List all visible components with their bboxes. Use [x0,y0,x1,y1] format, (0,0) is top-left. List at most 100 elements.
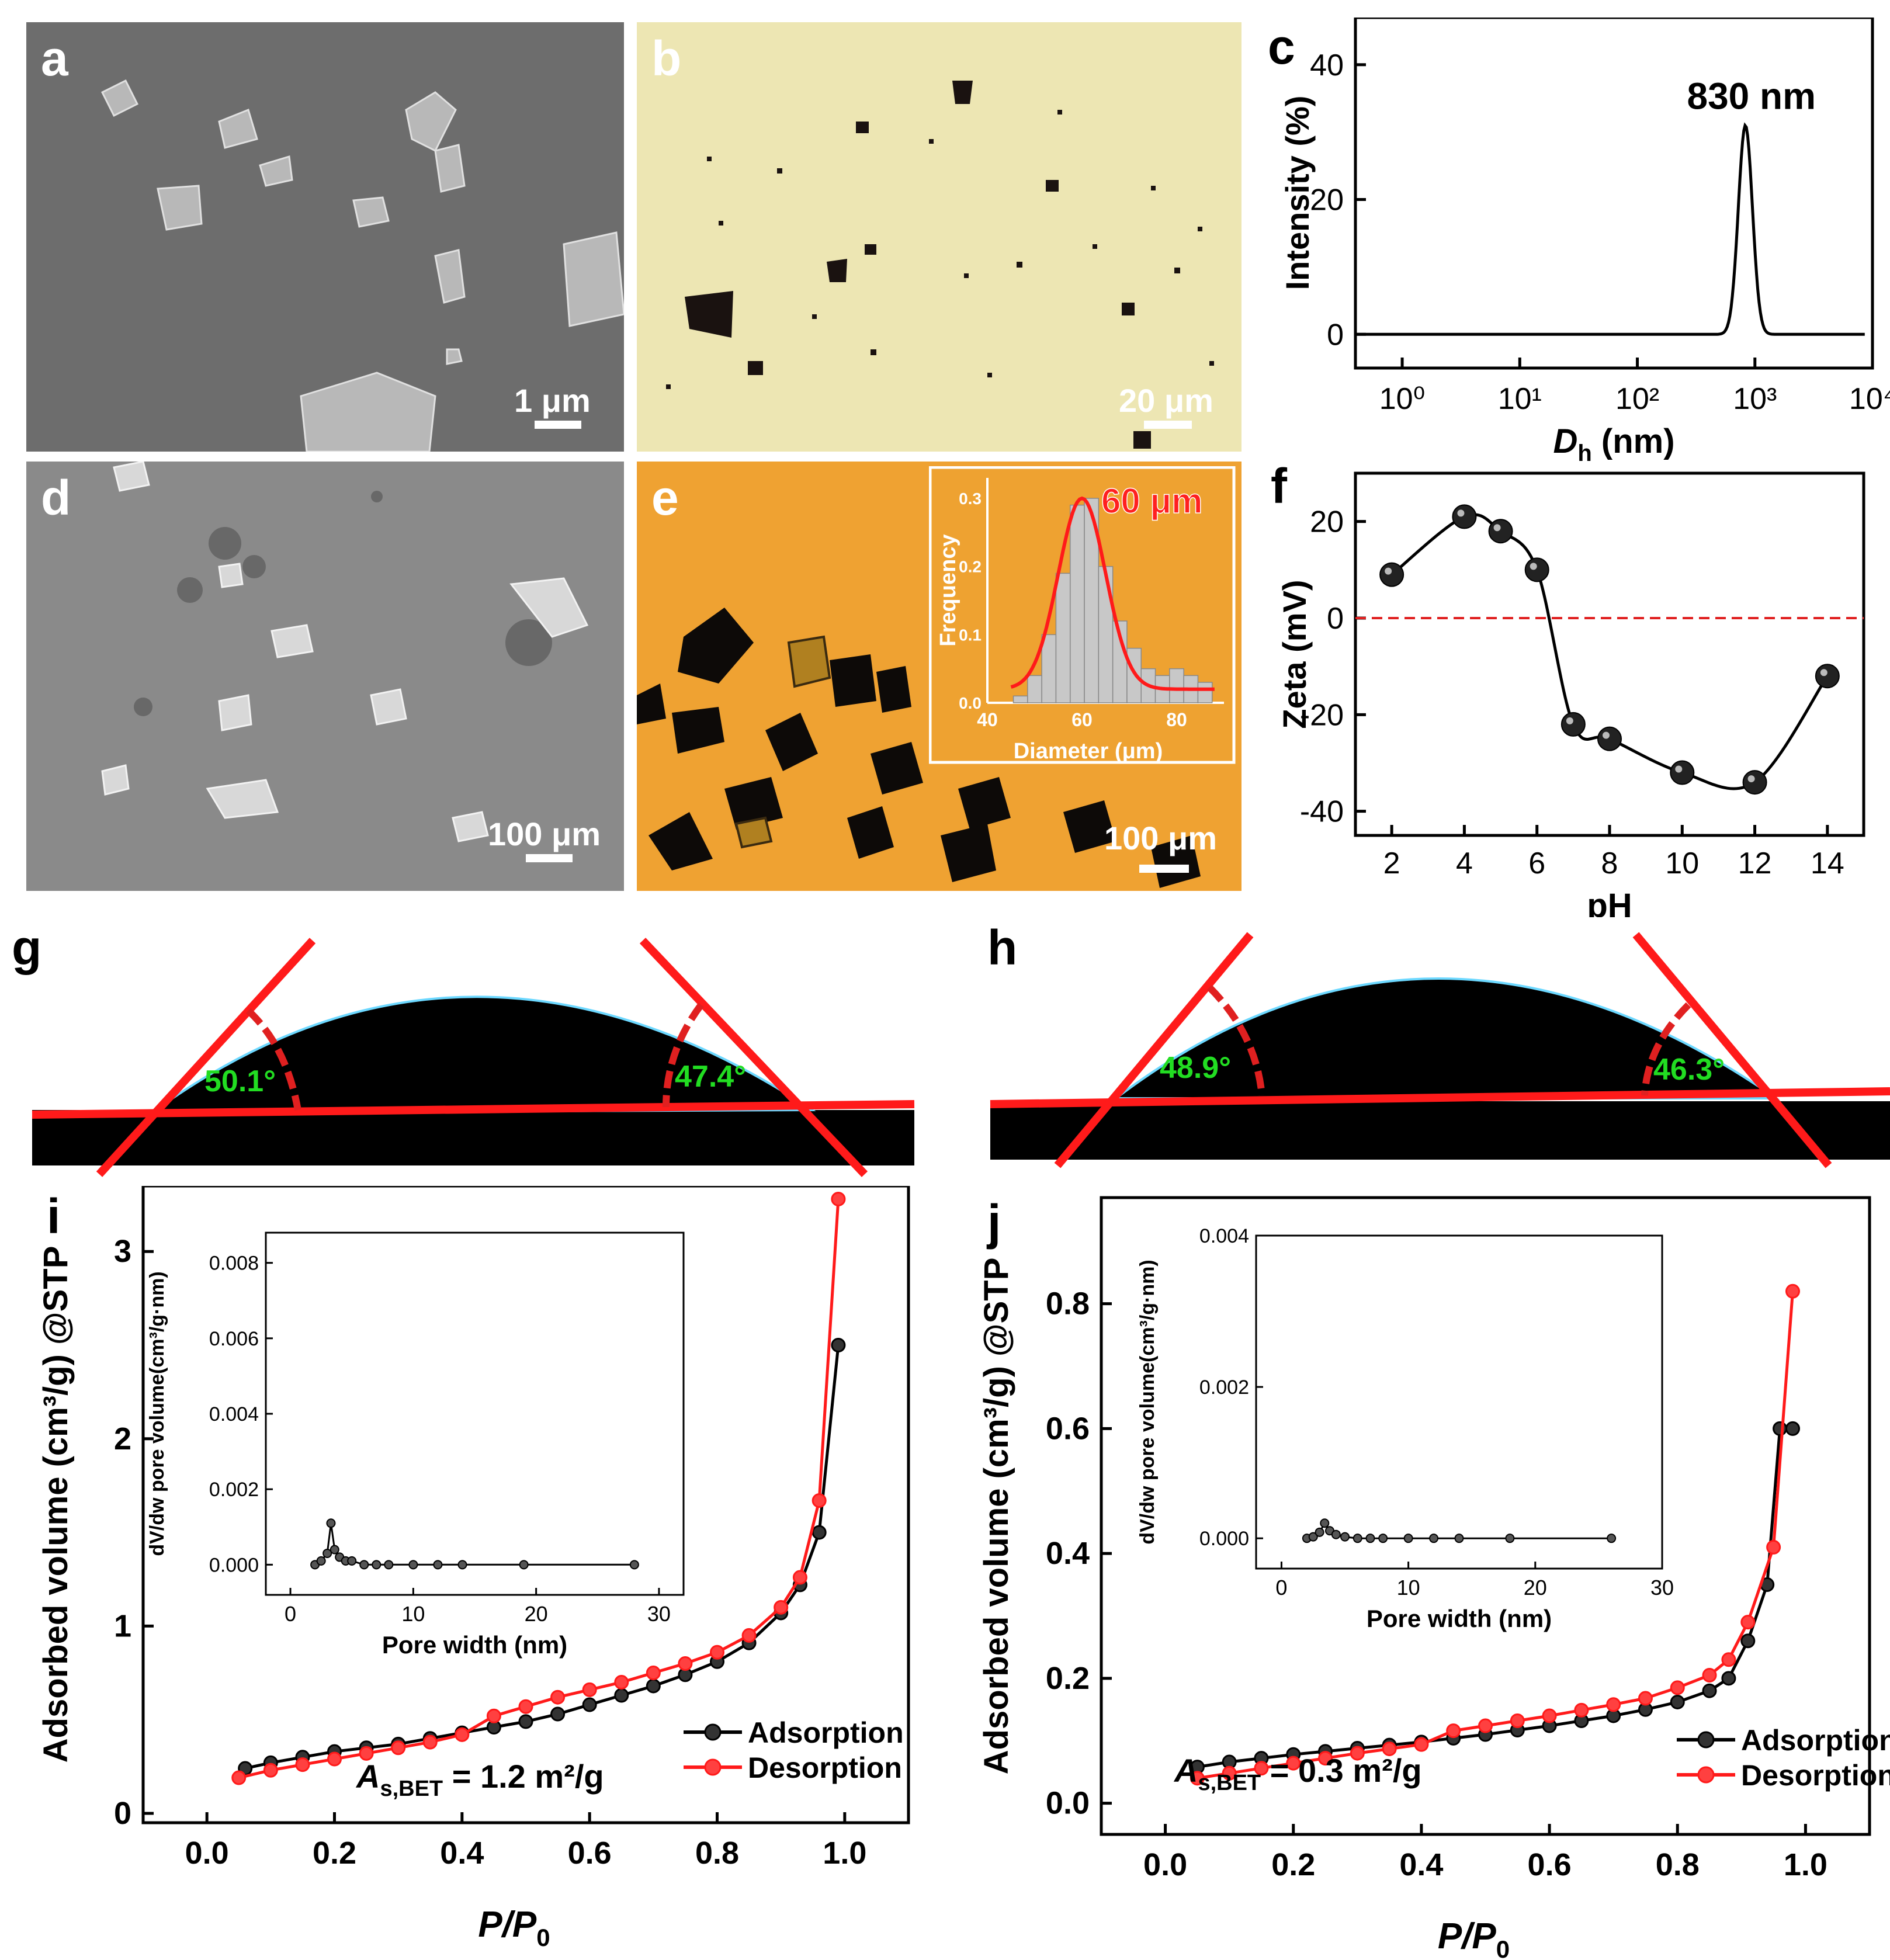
inset-series-line [314,1523,634,1566]
x-tick-label: 0.6 [1528,1847,1572,1882]
x-tick-label: 10² [1615,382,1659,416]
series-point-desorption [486,1708,501,1723]
histogram-bar [1197,682,1213,703]
x-tick-label: 0.6 [568,1836,612,1871]
inset-series-point [384,1560,394,1570]
series-point-desorption [1350,1746,1365,1761]
axes-frame [141,1186,910,1824]
panel-label-f: f [1271,459,1287,514]
inset-series-point [1365,1534,1375,1543]
inset-y-tick-label: 0.004 [1199,1225,1249,1247]
x-tick-label: 10 [1665,847,1699,880]
series-point-desorption [1574,1702,1589,1718]
inset-series-point [322,1548,332,1558]
inset-y-tick-label: 0.3 [959,490,982,508]
histogram-bar [1027,675,1042,703]
y-axis-label: Intensity (%) [1279,96,1316,290]
panel-label-e: e [651,470,679,525]
bet-surface-area: As,BET = 0.3 m²/g [1173,1752,1422,1795]
x-tick-label: 0.8 [1656,1847,1700,1882]
x-tick-label: 10⁴ [1849,382,1890,416]
series-point-desorption [1638,1691,1653,1706]
series-point-desorption [391,1740,406,1756]
data-point [1488,519,1513,544]
inset-series-point [433,1560,443,1570]
chart-f-zeta: 2 4 6 8 10 12 14 -40 -20 0 20 Zeta (mV) pH [1276,471,1865,917]
data-point [1452,504,1477,529]
chart-c-dls: 10⁰ 10¹ 10² 10³ 10⁴ 0 20 40 830 nm Intensity (%) D… [1279,18,1890,462]
data-point-highlight [1493,524,1501,532]
inset-frame [265,1231,685,1596]
series-point-adsorption [550,1706,566,1722]
inset-series-point [1308,1532,1318,1542]
y-tick-label: 20 [1310,183,1344,217]
inset-y-tick-label: 0.000 [1199,1528,1249,1550]
inset-y-tick-label: 0.002 [209,1479,259,1501]
inset-series-point [330,1545,339,1555]
series-point-adsorption [646,1678,661,1694]
series-point-desorption [550,1690,566,1705]
panel-b-optical-image: b 20 μm [637,22,1241,452]
histogram-bar [1055,573,1071,703]
data-point-highlight [1530,563,1537,570]
inset-series-point [519,1560,529,1570]
data-point-highlight [1385,567,1392,575]
y-axis-label: Zeta (mV) [1276,580,1313,729]
y-tick-label: 1 [114,1608,131,1643]
histogram-bar [1070,504,1085,703]
series-point-adsorption [582,1697,597,1712]
series-point-adsorption [614,1688,629,1703]
series-line-adsorption [1197,1427,1793,1769]
inset-series-point [1505,1534,1515,1543]
series-point-desorption [518,1699,533,1714]
data-point-highlight [1457,509,1465,517]
particles-d [101,462,589,842]
legend-marker [704,1723,722,1741]
series-point-desorption [327,1751,342,1767]
x-axis-label: Dh (nm) [1553,422,1674,462]
chart-e-inset-histogram: 40 60 80 0.0 0.1 0.2 0.3 60 μm Diameter (μm) Freq… [929,466,1236,764]
panel-label-c: c [1268,19,1295,74]
scale-bar-b [1144,421,1192,429]
x-tick-label: 0.0 [185,1836,229,1871]
panel-label-i: i [47,1189,61,1244]
histogram-bar [1012,695,1028,703]
data-point-highlight [1820,669,1827,677]
y-tick-label: 0.4 [1046,1536,1090,1571]
data-point-highlight [1566,717,1573,724]
x-tick-label: 6 [1528,847,1545,880]
y-axis-label: Adsorbed volume (cm³/g) @STP [977,1258,1015,1775]
series-point-desorption [231,1770,247,1785]
inset-frame [1255,1234,1663,1570]
chart-j-bet: 0.0 0.2 0.4 0.6 0.8 1.0 0.0 0.2 0.4 0.6 0.8 Adsorpt… [977,1196,1890,1960]
x-tick-label: 10⁰ [1379,382,1426,416]
inset-x-tick-label: 0 [1275,1576,1287,1600]
scale-bar-a [535,421,581,429]
peak-annotation: 830 nm [1687,75,1816,117]
axes-frame [1100,1196,1871,1836]
series-point-desorption [1766,1539,1781,1555]
inset-x-tick-label: 30 [1650,1576,1674,1600]
y-tick-label: 2 [114,1421,131,1456]
y-tick-label: 20 [1310,505,1344,539]
series-point-desorption [1542,1708,1557,1723]
series-point-desorption [614,1675,629,1690]
series-point-adsorption [1702,1683,1717,1698]
inset-x-tick-label: 20 [1524,1576,1547,1600]
inset-series-point [359,1560,369,1570]
inset-x-tick-label: 60 [1071,709,1093,730]
x-axis-label: pH [1587,887,1632,917]
series-point-desorption [1222,1765,1237,1781]
legend-marker [1697,1766,1715,1784]
x-tick-label: 0.2 [313,1836,356,1871]
inset-y-tick-label: 0.006 [209,1328,259,1350]
inset-y-tick-label: 0.2 [959,558,982,576]
panel-label-h: h [987,920,1018,975]
inset-x-axis-label: Pore width (nm) [1367,1605,1552,1632]
series-point-desorption [1478,1718,1493,1733]
scale-bar-label-b: 20 μm [1119,382,1213,419]
data-point [1815,664,1840,689]
inset-x-axis-label: Pore width (nm) [382,1631,567,1659]
series-point-adsorption [518,1714,533,1729]
panel-label-d: d [41,470,71,525]
